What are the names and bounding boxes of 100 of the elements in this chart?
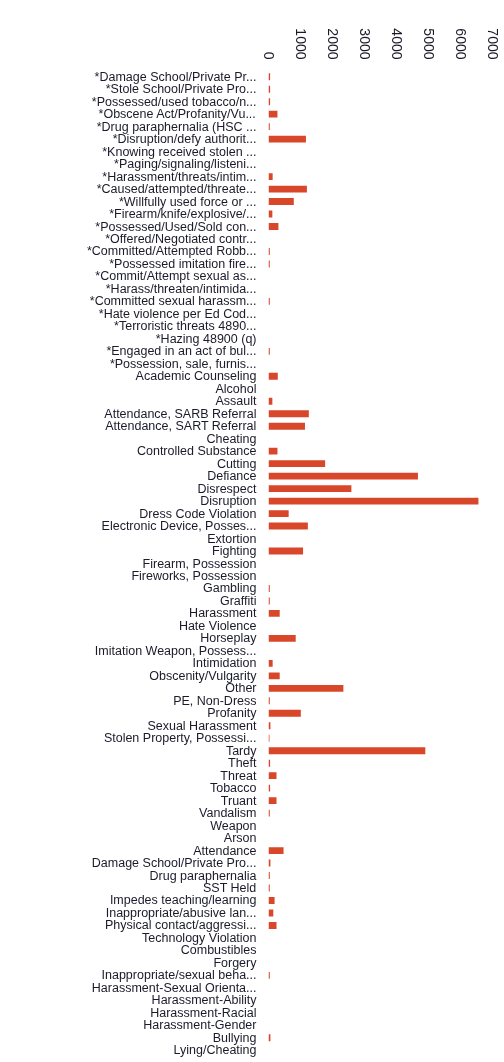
y-tick-label: Harassment — [189, 606, 258, 621]
y-tick-label: Attendance — [193, 843, 257, 858]
bar — [268, 447, 278, 455]
bar — [268, 747, 426, 755]
y-tick-label: Tobacco — [209, 781, 257, 796]
bar — [268, 659, 273, 667]
y-tick-label: Truant — [220, 793, 258, 808]
y-tick-label: Fireworks, Possession — [131, 568, 257, 583]
y-tick-label: *Knowing received stolen ... — [102, 144, 257, 159]
y-tick-label: *Hazing 48900 (q) — [155, 331, 257, 346]
y-tick-label: *Drug paraphernalia (HSC ... — [96, 119, 257, 134]
y-tick-label: *Commit/Attempt sexual as... — [95, 269, 257, 284]
bar — [268, 110, 278, 118]
y-tick-label: Arson — [223, 831, 257, 846]
bar — [268, 198, 294, 205]
y-tick-label: Impedes teaching/learning — [109, 893, 257, 908]
y-tick-label: *Terroristic threats 4890... — [114, 319, 257, 334]
y-tick-label: *Stole School/Private Pro... — [105, 82, 257, 97]
y-tick-label: Other — [225, 681, 257, 696]
bar — [268, 797, 277, 805]
bar — [268, 472, 418, 480]
y-tick-label: Attendance, SARB Referral — [104, 406, 257, 421]
y-tick-label: Bullying — [212, 1030, 257, 1045]
y-tick-label: Hate Violence — [178, 618, 257, 633]
y-tick-label: Tardy — [225, 743, 258, 758]
y-tick-label: Defiance — [207, 469, 257, 484]
y-tick-label: Academic Counseling — [135, 369, 257, 384]
y-tick-label: Threat — [220, 768, 258, 783]
bar — [268, 410, 309, 418]
y-tick-label: SST Held — [203, 881, 257, 896]
y-tick-label: Controlled Substance — [136, 444, 257, 459]
y-tick-label: Damage School/Private Pro... — [91, 856, 257, 871]
y-tick-label: *Possessed/Used/Sold con... — [95, 219, 257, 234]
y-tick-label: Harassment-Gender — [143, 1018, 257, 1033]
y-tick-label: Disrespect — [197, 481, 258, 496]
y-tick-label: Horseplay — [200, 631, 258, 646]
y-tick-label: Lying/Cheating — [173, 1043, 257, 1058]
bar — [268, 185, 307, 193]
y-tick-label: Gambling — [203, 581, 257, 596]
bar — [268, 634, 296, 642]
y-tick-label: Physical contact/aggressi... — [105, 918, 257, 933]
y-tick-label: *Disruption/defy authorit... — [112, 132, 257, 147]
y-tick-label: *Offered/Negotiated contr... — [105, 231, 257, 246]
y-tick-label: PE, Non-Dress — [173, 693, 257, 708]
bar — [268, 847, 284, 854]
y-tick-label: Harassment-Ability — [151, 993, 258, 1008]
y-tick-label: *Caused/attempted/threate... — [96, 182, 257, 197]
bar — [268, 372, 278, 380]
y-tick-label: *Damage School/Private Pr... — [94, 69, 257, 84]
y-tick-label: Cutting — [216, 456, 257, 471]
bar — [268, 922, 277, 929]
bar — [268, 485, 352, 493]
x-tick-label: 7000 — [484, 28, 501, 60]
y-tick-label: Cheating — [206, 431, 257, 446]
y-tick-label: Harassment-Racial — [150, 1005, 257, 1020]
y-tick-label: Assault — [215, 394, 258, 409]
x-tick-label: 4000 — [388, 28, 405, 60]
y-tick-label: Weapon — [210, 818, 257, 833]
y-tick-label: Harassment-Sexual Orienta... — [91, 980, 257, 995]
y-tick-label: Fighting — [212, 544, 257, 559]
x-tick-label: 5000 — [420, 28, 437, 60]
bar — [268, 709, 301, 717]
y-tick-label: Extortion — [207, 531, 257, 546]
y-tick-label: Obscenity/Vulgarity — [149, 668, 258, 683]
y-tick-label: Theft — [228, 756, 258, 771]
bar — [268, 897, 275, 904]
bar — [268, 609, 280, 617]
y-tick-label: Stolen Property, Possessi... — [103, 731, 257, 746]
y-tick-label: *Possessed/used tobacco/n... — [91, 94, 257, 109]
y-tick-label: Dress Code Violation — [139, 506, 257, 521]
y-tick-label: Drug paraphernalia — [149, 868, 257, 883]
x-tick-label: 6000 — [452, 28, 469, 60]
x-tick-label: 1000 — [292, 28, 309, 60]
bar — [268, 497, 479, 505]
bar — [268, 684, 344, 692]
bar — [268, 422, 305, 430]
y-tick-label: *Obscene Act/Profanity/Vu... — [98, 107, 256, 122]
x-tick-label: 0 — [260, 51, 277, 60]
y-tick-label: *Hate violence per Ed Cod... — [98, 306, 257, 321]
y-tick-label: Combustibles — [180, 943, 257, 958]
y-tick-label: *Willfully used force or ... — [118, 194, 257, 209]
y-tick-label: Intimidation — [192, 656, 257, 671]
y-tick-label: Firearm, Possession — [142, 556, 257, 571]
y-tick-label: *Committed/Attempted Robb... — [86, 244, 257, 259]
bar — [268, 510, 289, 518]
y-tick-label: Inappropriate/sexual beha... — [101, 968, 257, 983]
y-tick-label: Alcohol — [215, 381, 257, 396]
bar — [268, 223, 279, 230]
bar — [268, 460, 326, 468]
y-tick-label: Attendance, SART Referral — [105, 419, 257, 434]
x-tick-label: 3000 — [356, 28, 373, 60]
y-tick-label: Electronic Device, Posses... — [101, 519, 257, 534]
y-tick-label: Profanity — [207, 706, 258, 721]
bar — [268, 135, 306, 143]
y-tick-label: *Harassment/threats/intim... — [102, 169, 257, 184]
bar — [268, 672, 280, 680]
y-tick-label: Vandalism — [199, 806, 257, 821]
y-tick-label: *Committed sexual harassm... — [89, 294, 257, 309]
bar — [268, 772, 277, 780]
y-tick-label: *Possession, sale, furnis... — [109, 356, 257, 371]
